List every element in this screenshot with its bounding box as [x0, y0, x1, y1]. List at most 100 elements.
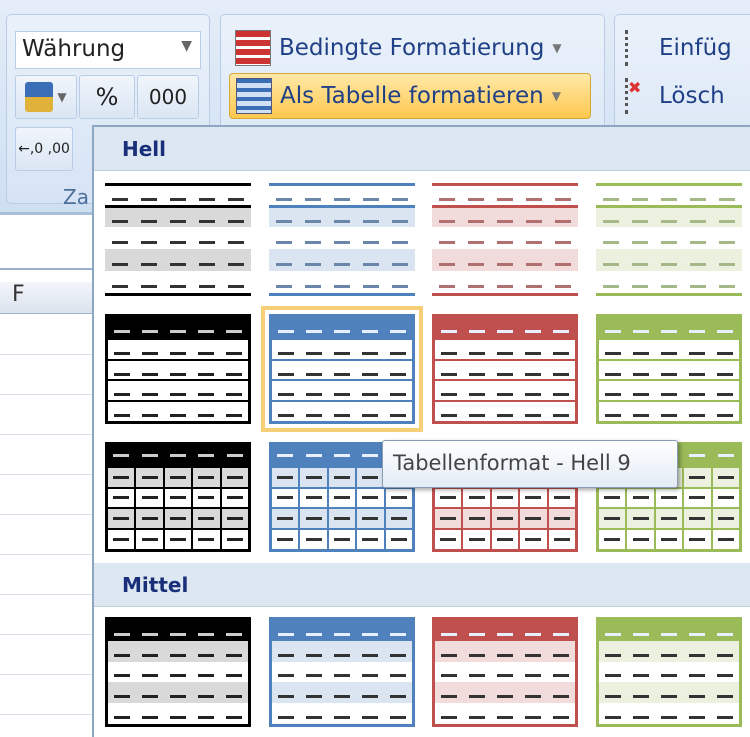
thumb-cell: [441, 381, 457, 400]
table-style-blue-header-box[interactable]: [261, 306, 423, 432]
thumb-cell: [162, 445, 191, 466]
thumb-cell: [553, 340, 569, 359]
thumb-cell: [525, 704, 541, 723]
thumb-cell: [390, 642, 406, 661]
thumb-cell: [306, 642, 322, 661]
thumb-cell: [306, 318, 322, 337]
table-style-blue-grid[interactable]: [269, 442, 415, 552]
thumb-cell: [392, 251, 409, 270]
thumb-row: [599, 528, 739, 549]
table-style-green-header-box[interactable]: [596, 314, 742, 424]
thumb-cell: [661, 381, 677, 400]
thumb-cell: [140, 208, 157, 227]
thumb-cell: [602, 208, 619, 227]
row-gridline: [0, 434, 92, 435]
thumb-cell: [633, 318, 649, 337]
thumb-cell: [555, 186, 572, 205]
thumb-cell: [134, 509, 162, 529]
thumb-cell: [469, 340, 485, 359]
format-as-table-button[interactable]: Als Tabelle formatieren ▼: [229, 73, 591, 119]
table-style-black-lines[interactable]: [105, 183, 251, 296]
thumb-cell: [198, 318, 214, 337]
thumb-row: [108, 400, 248, 421]
table-style-blue-header-banded[interactable]: [269, 617, 415, 727]
thumb-cell: [717, 621, 733, 640]
thumb-cell: [162, 467, 191, 487]
thumb-cell: [199, 251, 216, 270]
thumb-row: [596, 183, 742, 205]
thumb-cell: [306, 361, 322, 380]
thumb-cell: [496, 186, 513, 205]
currency-button[interactable]: ▼: [15, 75, 77, 119]
table-style-black-header-banded[interactable]: [105, 617, 251, 727]
thumb-cell: [275, 208, 292, 227]
thumb-row: [269, 227, 415, 249]
table-style-black-header-box[interactable]: [105, 314, 251, 424]
thumb-cell: [275, 229, 292, 248]
thumb-row: [108, 465, 248, 487]
table-style-green-lines[interactable]: [596, 183, 742, 296]
thumb-cell: [304, 251, 321, 270]
thumb-cell: [392, 208, 409, 227]
thumb-cell: [226, 381, 242, 400]
thumb-cell: [660, 273, 677, 292]
percent-button[interactable]: %: [79, 75, 135, 119]
table-style-blue-lines[interactable]: [269, 183, 415, 296]
thumb-cell: [191, 530, 219, 549]
thumb-row: [108, 379, 248, 401]
conditional-formatting-button[interactable]: Bedingte Formatierung ▼: [229, 25, 562, 71]
thumb-cell: [278, 381, 294, 400]
number-format-dropdown[interactable]: Währung ▼: [15, 31, 201, 69]
thumb-cell: [689, 402, 705, 421]
thumb-cell: [526, 251, 543, 270]
thumb-row: [269, 183, 415, 205]
thumb-cell: [553, 662, 569, 681]
thumb-cell: [363, 273, 380, 292]
table-style-black-grid[interactable]: [105, 442, 251, 552]
thumb-cell: [362, 704, 378, 723]
increase-decimal-button[interactable]: ←,0 ,00: [15, 127, 73, 171]
thumb-cell: [334, 318, 350, 337]
thumb-cell: [661, 642, 677, 661]
thumb-cell: [719, 273, 736, 292]
thumb-cell: [605, 683, 621, 702]
thumb-cell: [553, 642, 569, 661]
thumb-cell: [108, 530, 134, 549]
thumb-cell: [689, 340, 705, 359]
thumb-cell: [169, 273, 186, 292]
thumb-cell: [441, 683, 457, 702]
thumb-row: [432, 271, 578, 293]
thumb-cell: [228, 273, 245, 292]
thumb-cell: [546, 530, 575, 549]
thumb-cell: [392, 186, 409, 205]
thumb-row: [596, 249, 742, 271]
thumb-cell: [605, 402, 621, 421]
thumb-cell: [170, 318, 186, 337]
thumb-cell: [633, 621, 649, 640]
delete-button[interactable]: ✖ Lösch: [619, 73, 725, 119]
thumb-cell: [333, 273, 350, 292]
thumb-cell: [599, 489, 625, 508]
insert-cells-icon: [625, 30, 651, 66]
table-style-red-lines[interactable]: [432, 183, 578, 296]
table-style-green-header-banded[interactable]: [596, 617, 742, 727]
thumb-cell: [219, 530, 248, 549]
thumb-cell: [272, 530, 298, 549]
thumb-cell: [170, 402, 186, 421]
thumb-cell: [497, 704, 513, 723]
thumb-cell: [169, 229, 186, 248]
thousands-button[interactable]: 000: [137, 75, 199, 119]
thumb-cell: [690, 251, 707, 270]
insert-button[interactable]: Einfüg: [619, 25, 732, 71]
thumb-cell: [518, 530, 546, 549]
table-style-red-header-box[interactable]: [432, 314, 578, 424]
column-header-f[interactable]: F: [0, 282, 92, 314]
row-gridline: [0, 514, 92, 515]
table-style-red-header-banded[interactable]: [432, 617, 578, 727]
thumb-cell: [518, 509, 546, 529]
thumb-cell: [525, 318, 541, 337]
thumb-cell: [461, 530, 489, 549]
thumb-cell: [689, 381, 705, 400]
thumb-cell: [326, 509, 355, 529]
thumb-row: [272, 640, 412, 662]
